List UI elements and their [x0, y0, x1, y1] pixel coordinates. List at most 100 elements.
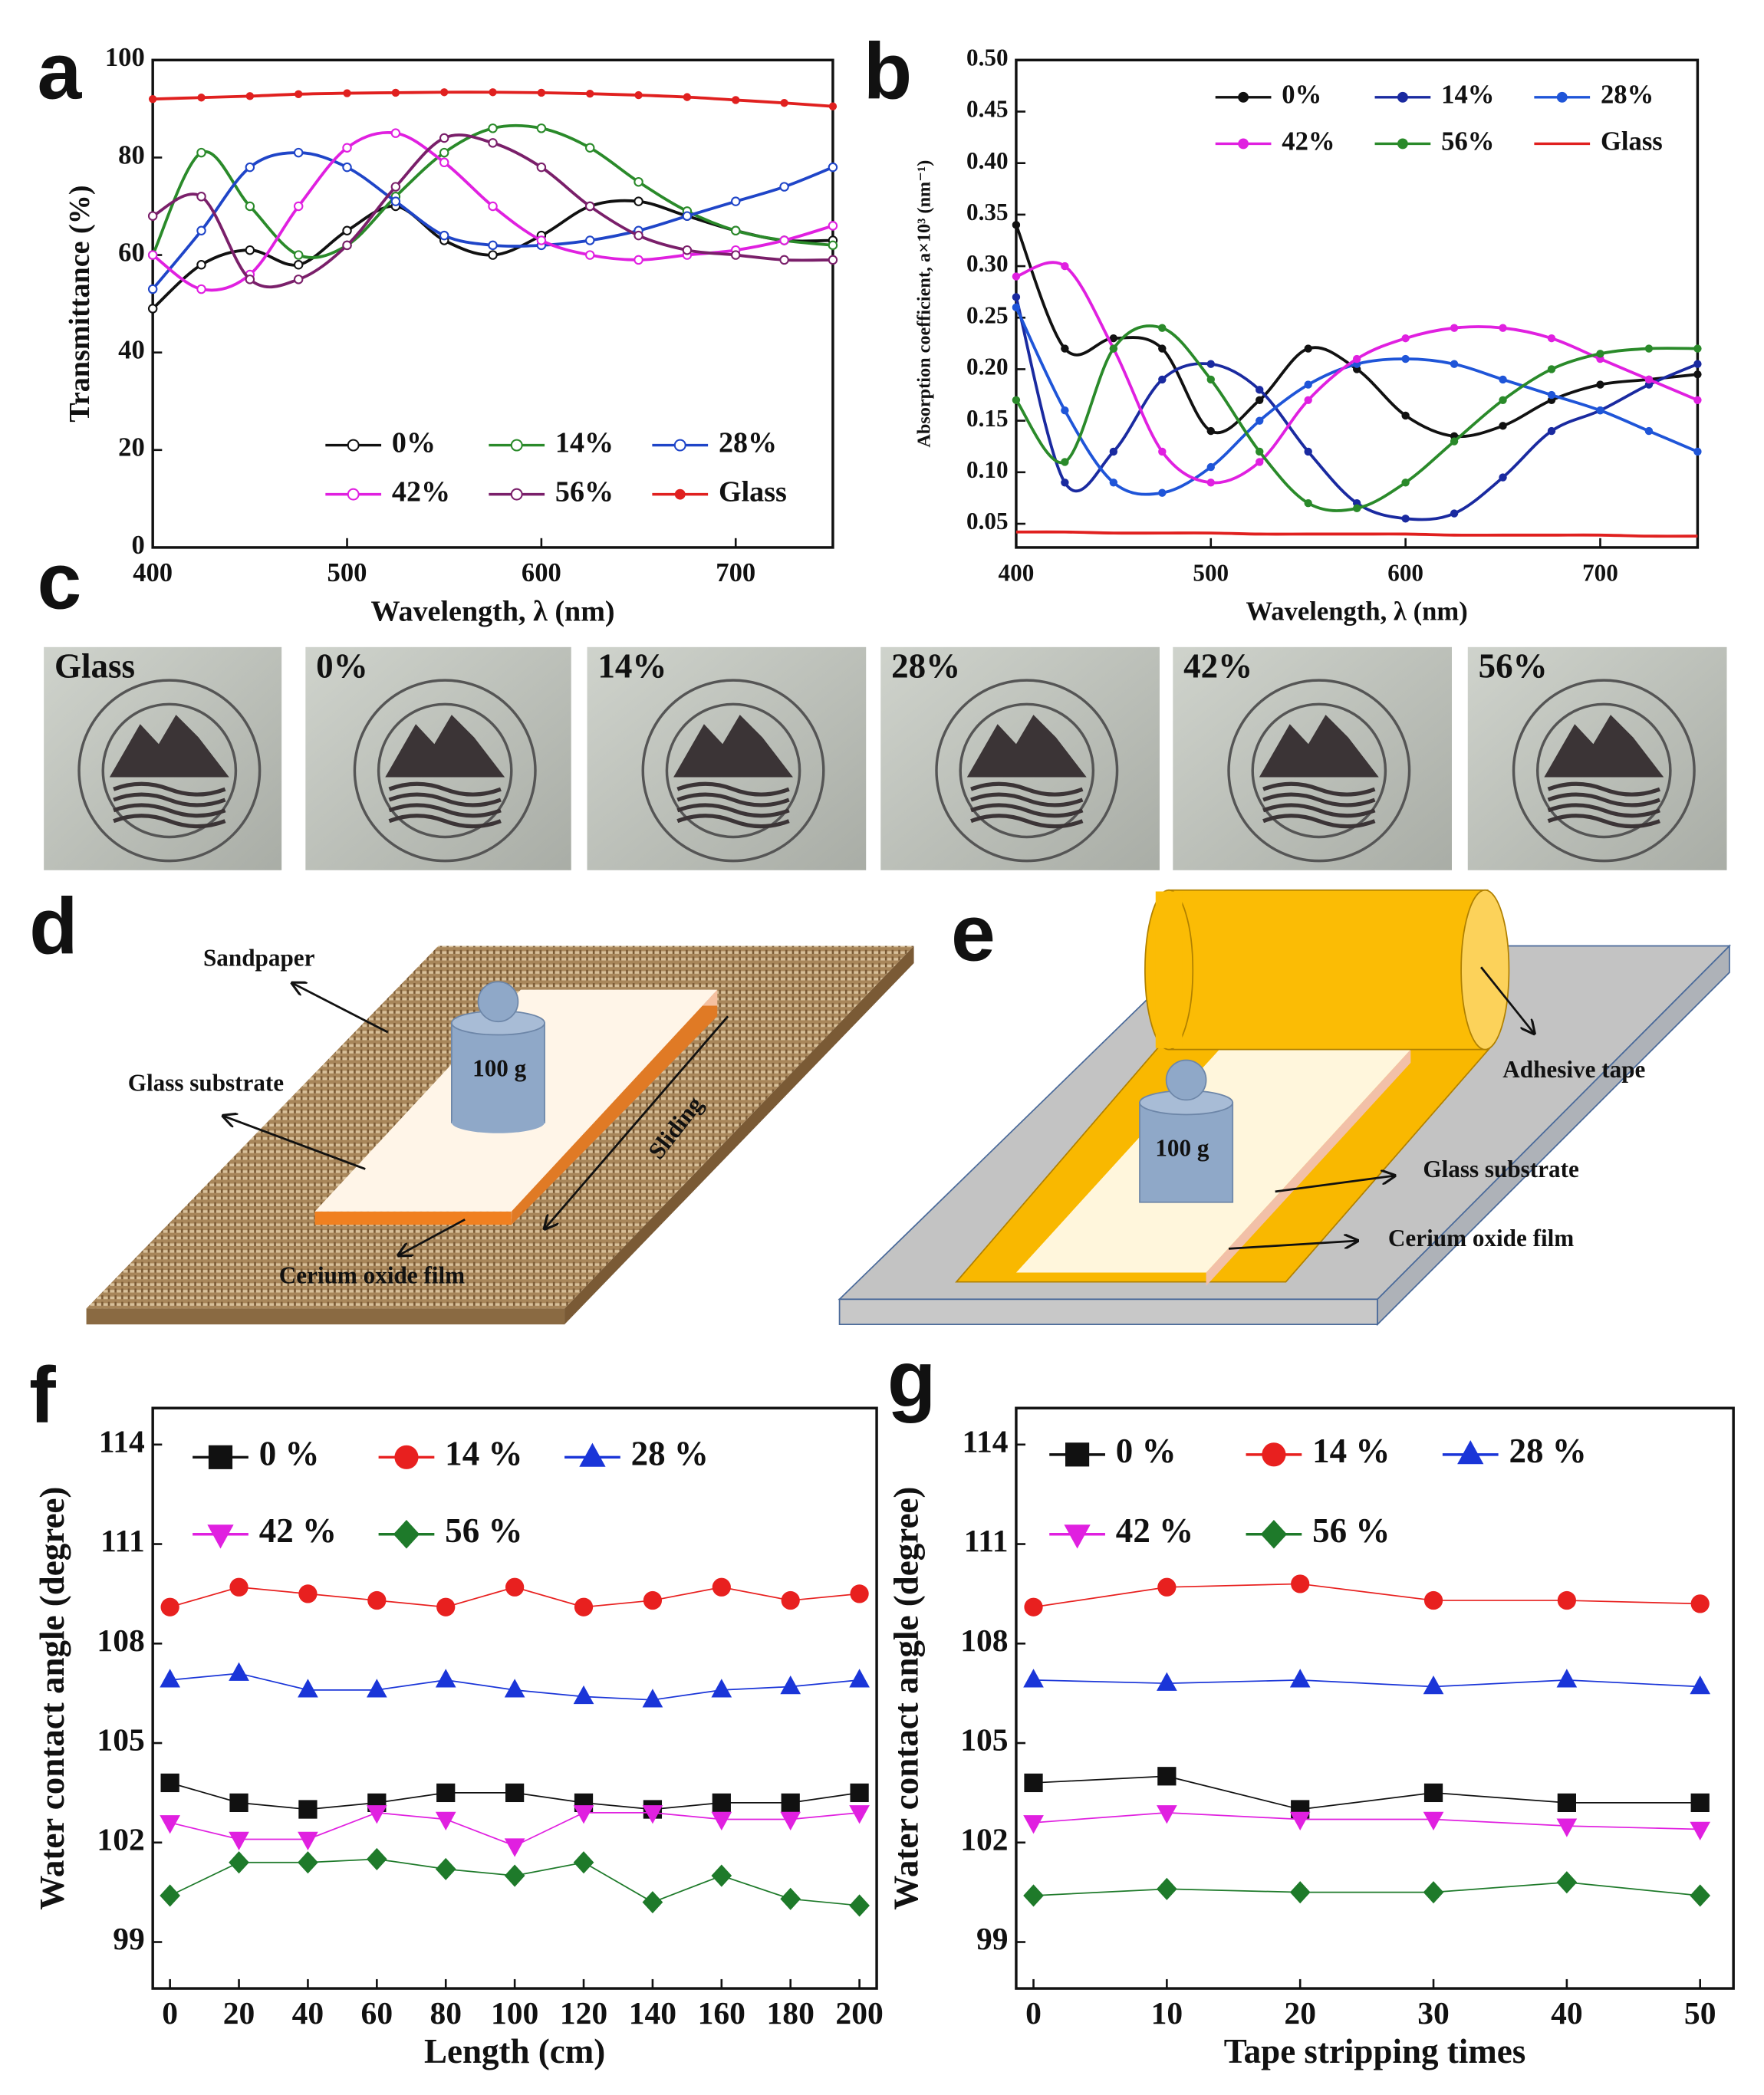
marker [584, 250, 595, 260]
legend-marker [1397, 138, 1408, 150]
y-tick-label: 114 [99, 1423, 145, 1459]
marker [298, 1851, 318, 1874]
marker [1644, 375, 1654, 384]
series-line [1033, 1679, 1700, 1688]
marker [1556, 1871, 1578, 1894]
y-axis-label: Absorption coefficient, a×10³ (nm⁻¹) [914, 160, 935, 448]
marker [435, 1669, 456, 1688]
marker [245, 162, 255, 173]
photo-label: 28% [891, 647, 960, 686]
emblem-wave [113, 814, 226, 829]
marker [780, 1811, 801, 1831]
marker [293, 260, 304, 270]
emblem-ring [1227, 679, 1411, 863]
marker [1157, 1877, 1177, 1900]
marker [229, 1662, 249, 1681]
marker [1158, 488, 1167, 497]
marker [391, 88, 400, 97]
series-line [1033, 1811, 1700, 1830]
weight-body [450, 1022, 545, 1123]
series-line [1015, 530, 1698, 538]
marker [196, 225, 206, 236]
legend-marker [1065, 1442, 1090, 1467]
roll [1168, 889, 1489, 1051]
marker [1596, 406, 1604, 415]
photo-label: 42% [1183, 647, 1252, 686]
legend-label: Glass [1601, 127, 1663, 156]
marker [537, 88, 546, 97]
marker [1450, 324, 1459, 332]
chart: 400 500 600 700 0 20 40 60 80 100 Wavelength, λ (n… [37, 27, 838, 627]
x-tick-label: 0 [1025, 1995, 1042, 2031]
label: Glass substrate [1423, 1156, 1579, 1182]
y-tick-label: 108 [97, 1623, 144, 1658]
marker [682, 211, 693, 221]
marker [1690, 1821, 1711, 1841]
marker [294, 90, 303, 99]
marker [1157, 1577, 1177, 1597]
emblem-mountain [109, 715, 229, 778]
marker [1690, 1884, 1711, 1907]
legend-marker [208, 1445, 233, 1469]
marker [245, 245, 255, 255]
marker [1256, 447, 1264, 456]
marker [147, 304, 158, 314]
marker [366, 1679, 387, 1698]
marker [1158, 344, 1167, 353]
marker [436, 1783, 456, 1803]
marker [1012, 272, 1021, 281]
marker [1256, 396, 1264, 404]
marker [536, 123, 547, 133]
emblem-wave [1262, 814, 1376, 829]
emblem-ring [1512, 679, 1696, 863]
x-tick-label: 40 [292, 1995, 324, 2031]
marker [435, 1857, 456, 1880]
marker [642, 1805, 663, 1824]
marker [1450, 437, 1459, 446]
marker [1499, 375, 1507, 384]
photo-label: 0% [316, 647, 368, 686]
x-tick-label: 500 [327, 558, 367, 587]
marker [1556, 1669, 1578, 1688]
legend-label: 56% [555, 475, 614, 508]
marker [780, 1675, 801, 1695]
y-tick-label: 99 [976, 1921, 1009, 1956]
x-axis-label: Tape stripping times [1224, 2032, 1526, 2070]
emblem-ring [665, 702, 801, 839]
arrow [292, 983, 389, 1034]
chart: 400 500 600 700 0.05 0.10 0.15 0.20 0.25 0.30 0.35… [864, 27, 1702, 626]
marker [1690, 1793, 1710, 1813]
x-tick-label: 0 [162, 1995, 178, 2031]
marker [711, 1864, 732, 1887]
marker [1206, 426, 1215, 436]
marker [781, 1590, 800, 1610]
series-line [1033, 1775, 1700, 1811]
marker [781, 1793, 800, 1813]
series-line [1015, 296, 1699, 521]
legend-marker [347, 488, 360, 501]
x-tick-label: 50 [1684, 1995, 1716, 2031]
x-tick-label: 600 [1387, 559, 1423, 586]
marker [849, 1894, 870, 1917]
legend-marker [579, 1442, 606, 1467]
y-axis-label: Water contact angle (degree) [887, 1487, 926, 1910]
marker [1499, 324, 1507, 332]
panel-e: e Adhesive tape Glass substrate Cerium o… [838, 889, 1732, 1327]
plot-frame [151, 58, 834, 549]
marker [1644, 426, 1654, 436]
emblem-ring [641, 679, 825, 863]
marker [731, 225, 741, 236]
marker [342, 143, 352, 153]
marker [1450, 360, 1459, 368]
legend-label: 28 % [631, 1435, 709, 1473]
marker [828, 102, 838, 110]
legend-label: 42% [1282, 127, 1335, 156]
marker [1304, 380, 1312, 389]
x-tick-label: 180 [767, 1995, 815, 2031]
marker [1206, 462, 1215, 472]
marker [584, 201, 595, 212]
glass-side [1206, 1049, 1411, 1286]
marker [439, 133, 449, 143]
chart: 0 20 40 60 80 100 120 140 160 180 200 99 102 105 108 11… [29, 1351, 884, 2070]
emblem-wave [388, 781, 502, 797]
